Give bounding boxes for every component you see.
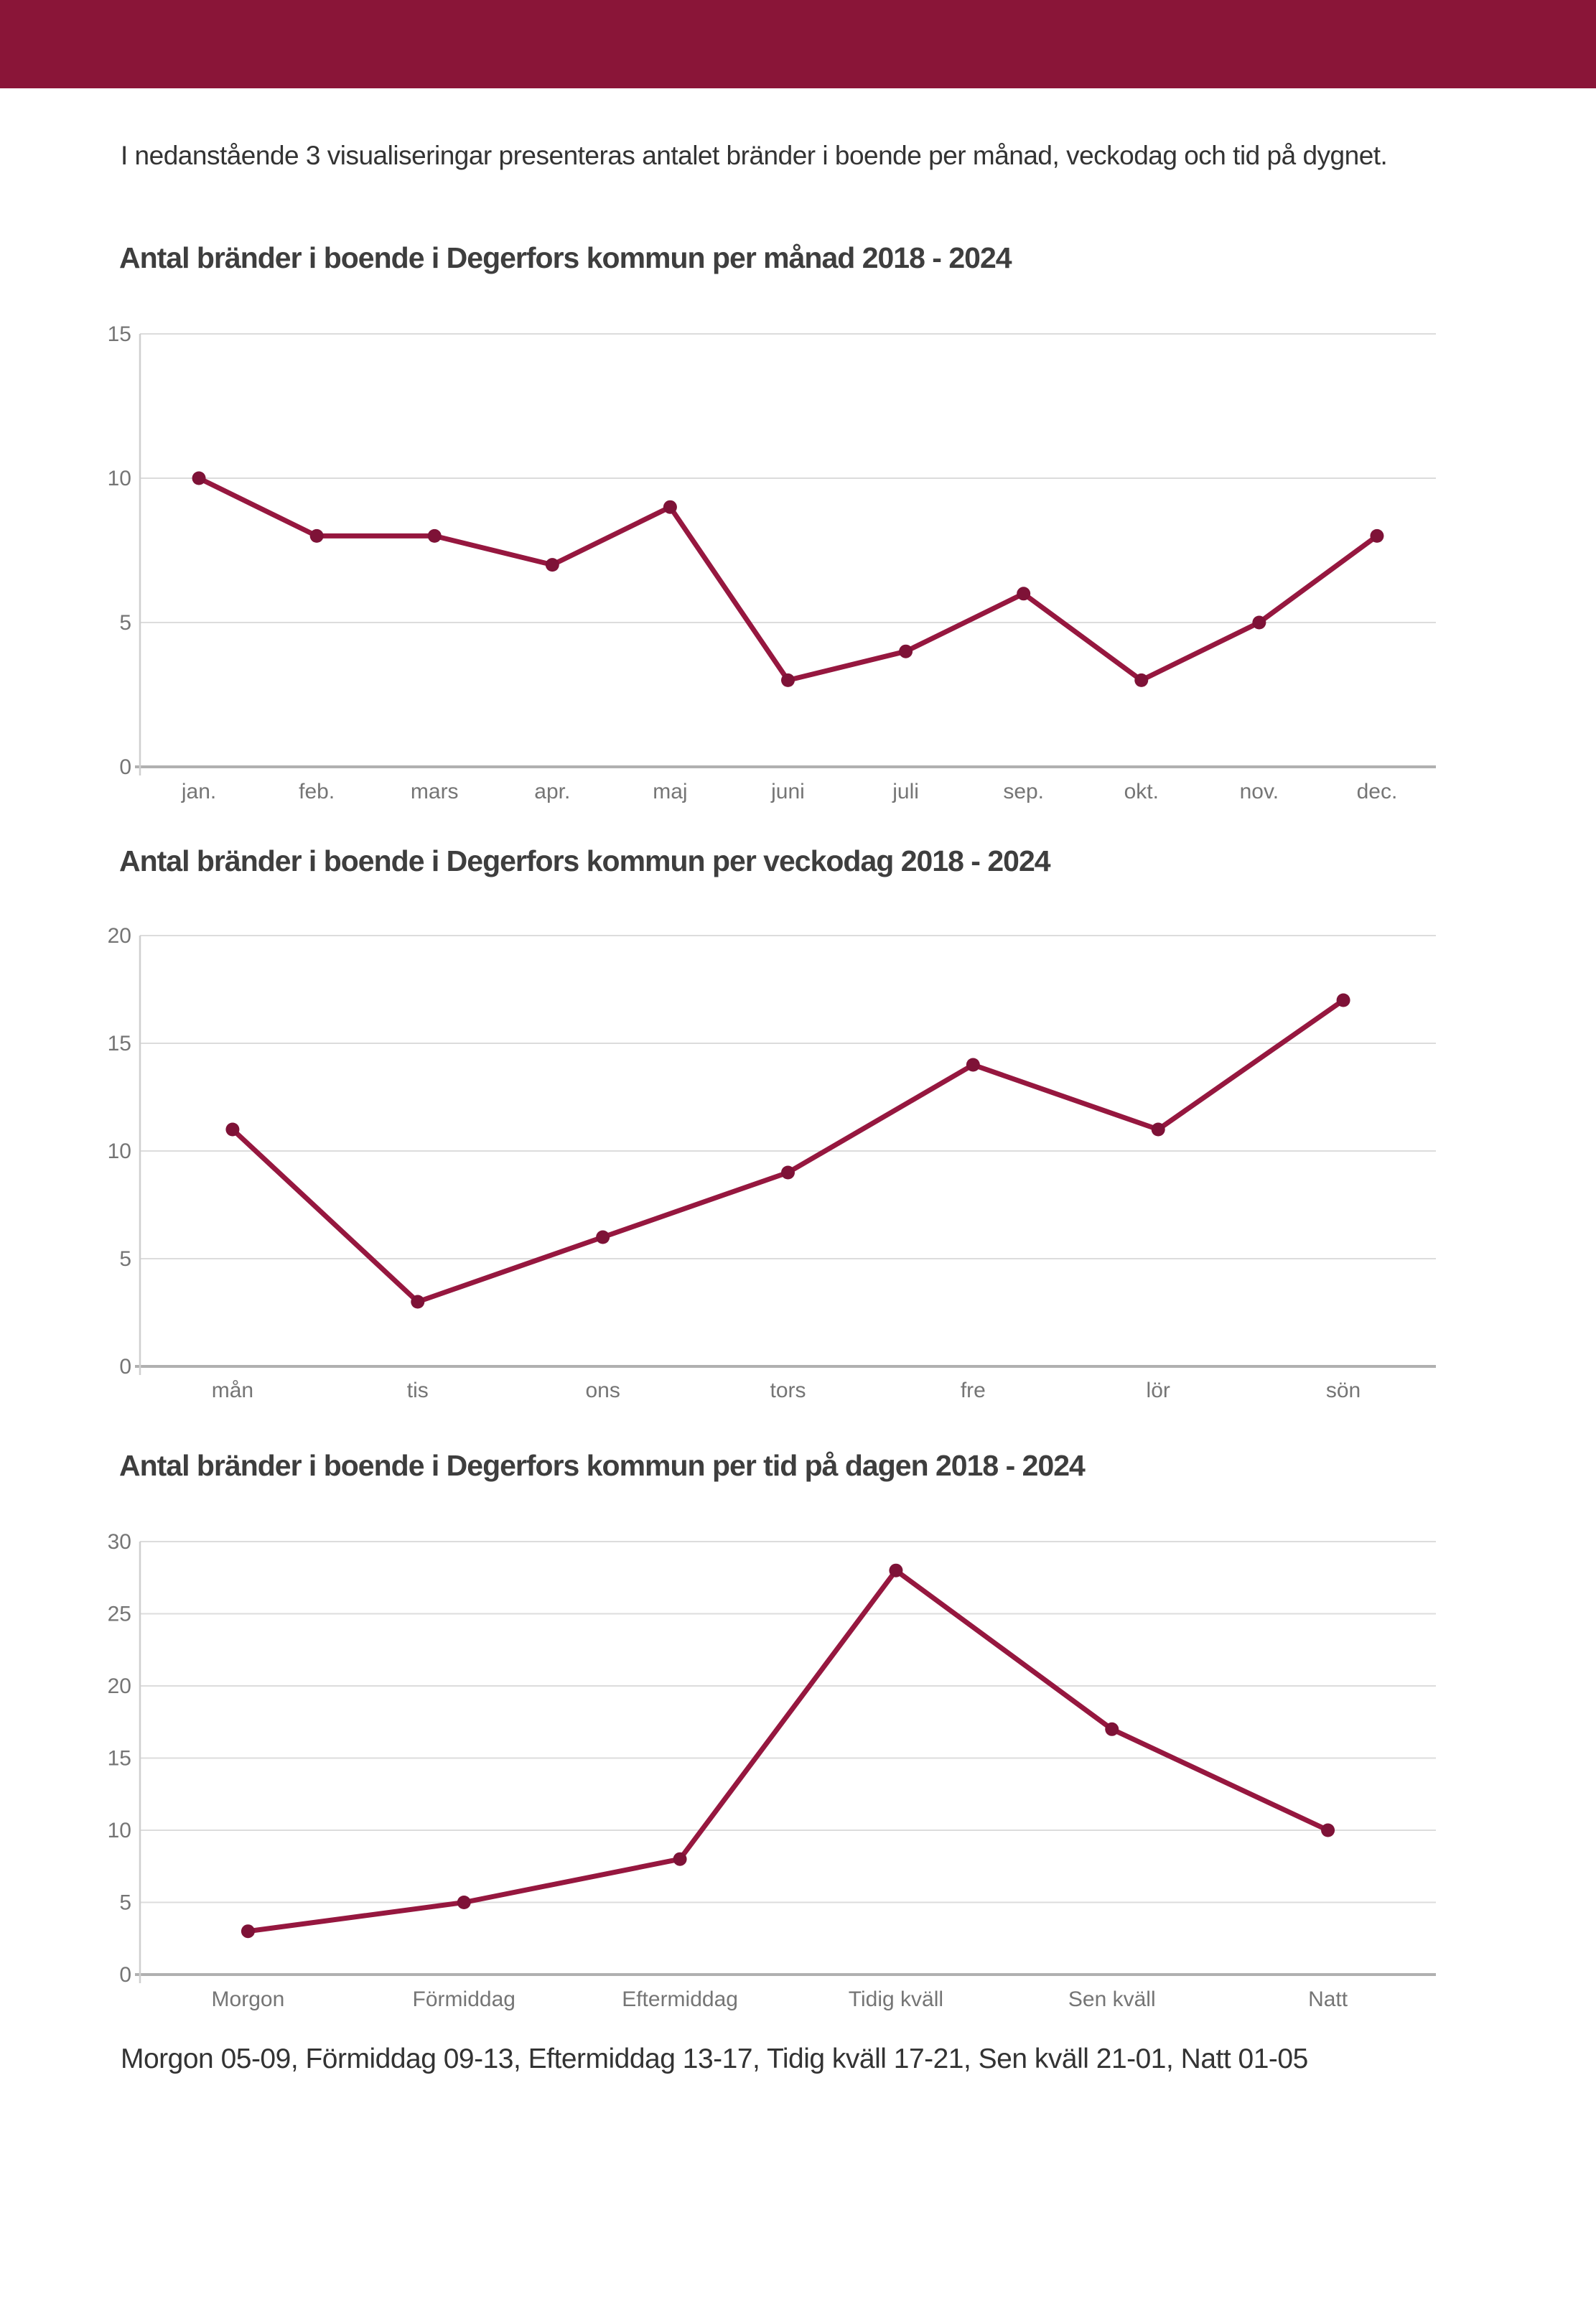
data-point-marker [411, 1295, 425, 1309]
data-line [245, 1567, 1331, 1934]
x-category-label: tors [770, 1379, 806, 1402]
chart-title-per-time-of-day: Antal bränder i boende i Degerfors kommu… [119, 1449, 1086, 1482]
y-tick-label: 20 [108, 924, 131, 948]
intro-text: I nedanstående 3 visualiseringar present… [121, 141, 1388, 170]
data-point-marker [899, 644, 913, 658]
x-category-label: Eftermiddag [622, 1987, 738, 2011]
data-point-marker [596, 1230, 610, 1244]
x-category-label: Natt [1308, 1987, 1348, 2011]
x-category-label: maj [653, 780, 687, 803]
chart-fires-per-month: 0 5 10 15 jan. feb. mars apr. maj juni juli sep. okt… [108, 322, 1436, 803]
chart-title-per-weekday: Antal bränder i boende i Degerfors kommu… [119, 844, 1051, 877]
data-line [230, 997, 1346, 1305]
x-category-label: feb. [299, 780, 335, 803]
x-category-label: nov. [1240, 780, 1279, 803]
data-point-marker [427, 528, 442, 543]
data-point-marker [225, 1122, 240, 1137]
data-point-marker [1017, 587, 1031, 601]
data-point-marker [1105, 1722, 1119, 1736]
data-point-marker [241, 1924, 255, 1939]
footer-text: Morgon 05-09, Förmiddag 09-13, Eftermidd… [121, 2043, 1308, 2074]
x-category-label: Tidig kväll [849, 1987, 943, 2011]
x-category-label: tis [407, 1379, 429, 1402]
x-category-label: ons [585, 1379, 620, 1402]
y-tick-label: 0 [119, 1963, 131, 1987]
x-category-label: Morgon [212, 1987, 285, 2011]
y-tick-label: 25 [108, 1603, 131, 1626]
y-tick-label: 20 [108, 1674, 131, 1698]
x-category-label: jan. [181, 780, 216, 803]
y-tick-label: 10 [108, 467, 131, 490]
x-category-label: mån [212, 1379, 253, 1402]
x-category-label: Förmiddag [413, 1987, 515, 2011]
chart-fires-per-weekday: 0 5 10 15 20 mån tis ons tors fre lör sön [108, 924, 1436, 1402]
y-tick-label: 10 [108, 1819, 131, 1842]
data-point-marker [309, 528, 324, 543]
x-category-label: mars [411, 780, 459, 803]
data-point-marker [1336, 993, 1350, 1007]
x-category-label: juni [770, 780, 805, 803]
data-point-marker [889, 1563, 903, 1577]
y-tick-label: 15 [108, 1747, 131, 1771]
y-tick-label: 0 [119, 755, 131, 779]
data-point-marker [1321, 1823, 1335, 1837]
data-point-marker [457, 1896, 471, 1909]
x-category-label: dec. [1357, 780, 1398, 803]
data-point-marker [1151, 1122, 1165, 1137]
y-tick-label: 30 [108, 1530, 131, 1554]
data-point-marker [1134, 673, 1149, 687]
y-tick-label: 15 [108, 322, 131, 346]
chart-title-per-month: Antal bränder i boende i Degerfors kommu… [119, 241, 1012, 274]
x-category-label: Sen kväll [1068, 1987, 1156, 2011]
data-point-marker [545, 558, 559, 572]
x-category-label: lör [1147, 1379, 1170, 1402]
data-point-marker [192, 471, 206, 485]
y-tick-label: 15 [108, 1032, 131, 1055]
x-category-label: sep. [1003, 780, 1044, 803]
data-point-marker [663, 500, 677, 514]
y-tick-label: 5 [119, 1247, 131, 1271]
data-point-marker [1370, 528, 1384, 543]
data-point-marker [781, 1165, 795, 1180]
x-category-label: okt. [1124, 780, 1159, 803]
y-tick-label: 5 [119, 1891, 131, 1915]
x-category-label: apr. [534, 780, 570, 803]
y-tick-label: 10 [108, 1139, 131, 1163]
y-tick-label: 5 [119, 611, 131, 635]
data-point-marker [1252, 615, 1266, 630]
header-bar [0, 0, 1596, 88]
x-category-label: juli [892, 780, 919, 803]
y-tick-label: 0 [119, 1355, 131, 1379]
data-line [196, 475, 1380, 683]
x-category-label: fre [961, 1379, 986, 1402]
data-point-marker [966, 1058, 980, 1072]
chart-fires-per-time-of-day: 0 5 10 15 20 25 30 Morgon Förmiddag Eftermiddag Ti… [108, 1530, 1436, 2011]
x-category-label: sön [1326, 1379, 1361, 1402]
data-point-marker [781, 673, 795, 687]
data-point-marker [673, 1852, 687, 1866]
